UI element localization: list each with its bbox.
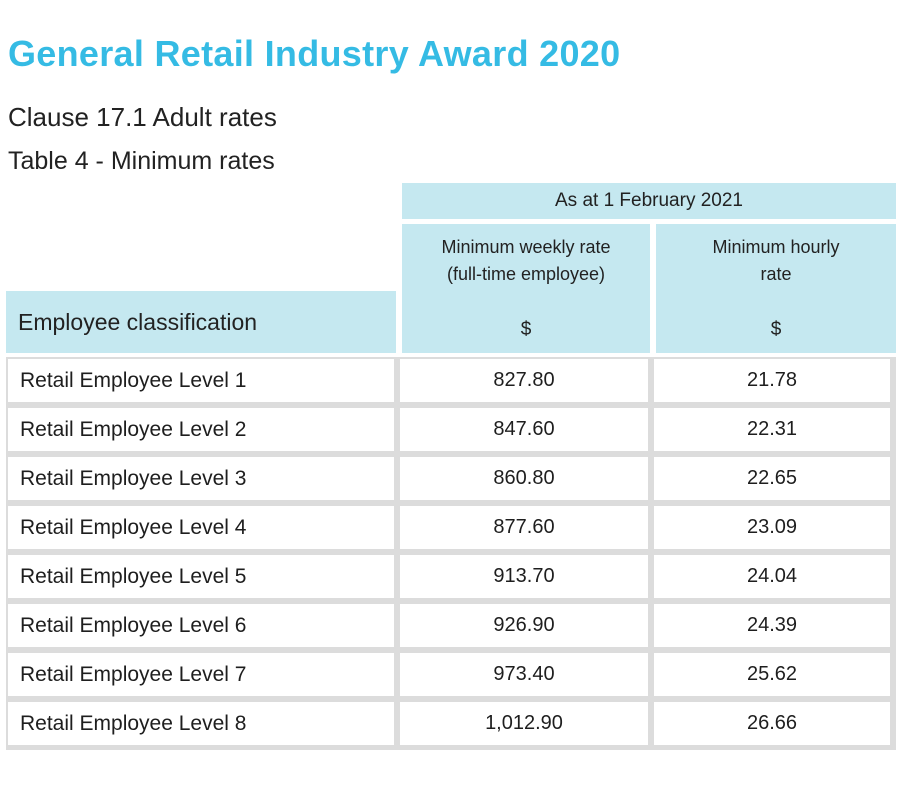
hourly-rate-cell: 22.31 — [654, 408, 890, 451]
hourly-rate-header-line1: Minimum hourly — [712, 237, 840, 257]
minimum-rates-table: As at 1 February 2021 Employee classific… — [6, 183, 896, 750]
weekly-rate-cell: 913.70 — [400, 555, 648, 598]
weekly-rate-unit: $ — [520, 319, 532, 340]
table-body: Retail Employee Level 1 827.80 21.78 Ret… — [6, 357, 896, 750]
hourly-rate-cell: 21.78 — [654, 359, 890, 402]
table-header-columns-row: Employee classification Minimum weekly r… — [6, 224, 896, 353]
hourly-rate-cell: 23.09 — [654, 506, 890, 549]
clause-subtitle: Clause 17.1 Adult rates — [8, 102, 277, 132]
weekly-rate-cell: 973.40 — [400, 653, 648, 696]
weekly-rate-header-line1: Minimum weekly rate — [441, 237, 611, 257]
weekly-rate-cell: 926.90 — [400, 604, 648, 647]
weekly-rate-cell: 860.80 — [400, 457, 648, 500]
classification-cell: Retail Employee Level 1 — [8, 359, 394, 402]
classification-cell: Retail Employee Level 4 — [8, 506, 394, 549]
classification-cell: Retail Employee Level 5 — [8, 555, 394, 598]
classification-cell: Retail Employee Level 8 — [8, 702, 394, 745]
hourly-rate-cell: 22.65 — [654, 457, 890, 500]
classification-cell: Retail Employee Level 6 — [8, 604, 394, 647]
classification-cell: Retail Employee Level 3 — [8, 457, 394, 500]
table-subtitle: Table 4 - Minimum rates — [8, 147, 275, 175]
hourly-rate-cell: 24.04 — [654, 555, 890, 598]
weekly-rate-header-text: Minimum weekly rate (full-time employee) — [441, 234, 610, 288]
hourly-rate-cell: 24.39 — [654, 604, 890, 647]
period-bar-spacer — [6, 183, 396, 224]
weekly-rate-cell: 847.60 — [400, 408, 648, 451]
weekly-rate-cell: 827.80 — [400, 359, 648, 402]
hourly-rate-cell: 25.62 — [654, 653, 890, 696]
weekly-rate-header-line2: (full-time employee) — [446, 264, 606, 284]
period-header-cell: As at 1 February 2021 — [402, 183, 896, 219]
hourly-rate-header-line2: rate — [760, 264, 792, 284]
classification-cell: Retail Employee Level 7 — [8, 653, 394, 696]
weekly-rate-header-cell: Minimum weekly rate (full-time employee)… — [402, 224, 650, 353]
classification-header-cell: Employee classification — [6, 291, 396, 353]
hourly-rate-header-cell: Minimum hourly rate $ — [656, 224, 896, 353]
classification-cell: Retail Employee Level 2 — [8, 408, 394, 451]
weekly-rate-cell: 877.60 — [400, 506, 648, 549]
table-header-period-row: As at 1 February 2021 — [6, 183, 896, 224]
hourly-rate-header-text: Minimum hourly rate — [712, 234, 839, 288]
hourly-rate-unit: $ — [770, 319, 782, 340]
hourly-rate-cell: 26.66 — [654, 702, 890, 745]
weekly-rate-cell: 1,012.90 — [400, 702, 648, 745]
page-title: General Retail Industry Award 2020 — [8, 33, 621, 74]
